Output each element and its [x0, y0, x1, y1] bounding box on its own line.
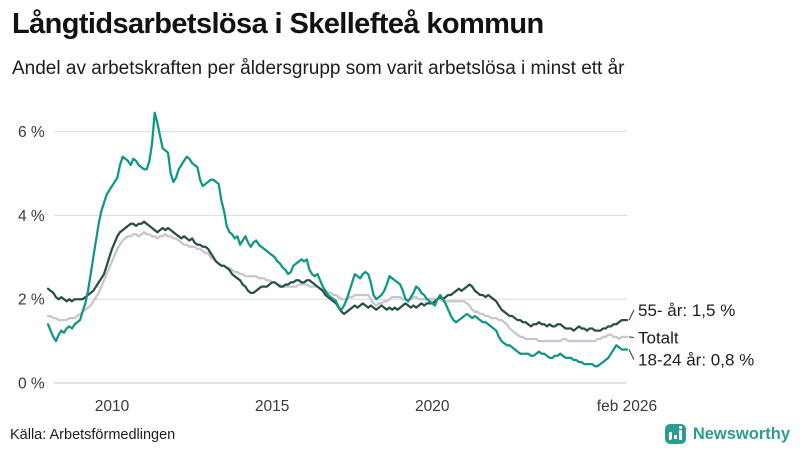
series-end-label-55-r: 55- år: 1,5 % — [638, 301, 735, 320]
logo-bar-2 — [673, 435, 677, 440]
bar-chart-badge-icon — [664, 424, 686, 445]
series-line-18-24r — [46, 111, 629, 368]
logo-bar-1 — [668, 432, 672, 440]
logo-dot — [678, 426, 682, 429]
x-axis-tick-2010: 2010 — [95, 398, 130, 415]
newsworthy-logo: Newsworthy — [664, 424, 790, 445]
chart-subtitle: Andel av arbetskraften per åldersgrupp s… — [12, 58, 625, 79]
leader-line-18-24r — [628, 349, 635, 360]
y-axis-tick-2pct: 2 % — [18, 292, 45, 309]
series-line-Totalt — [46, 231, 629, 343]
x-axis-tick-2015: 2015 — [255, 398, 289, 415]
leader-line-Totalt — [628, 336, 635, 338]
y-axis-tick-0pct: 0 % — [18, 376, 45, 393]
page-title: Långtidsarbetslösa i Skellefteå kommun — [12, 8, 544, 40]
series-end-label-Totalt: Totalt — [638, 329, 679, 348]
x-axis-tick-2020: 2020 — [415, 398, 450, 415]
x-axis-tick-feb-2026: feb 2026 — [597, 398, 657, 415]
y-axis-tick-4pct: 4 % — [18, 208, 45, 225]
brand-name: Newsworthy — [692, 424, 790, 443]
leader-line-55-r — [628, 309, 635, 321]
y-axis-tick-6pct: 6 % — [18, 124, 45, 141]
source-note: Källa: Arbetsförmedlingen — [10, 427, 176, 443]
logo-bar-3 — [678, 430, 682, 440]
series-line-55-r — [46, 220, 629, 332]
series-end-label-18-24r: 18-24 år: 0,8 % — [638, 351, 754, 370]
